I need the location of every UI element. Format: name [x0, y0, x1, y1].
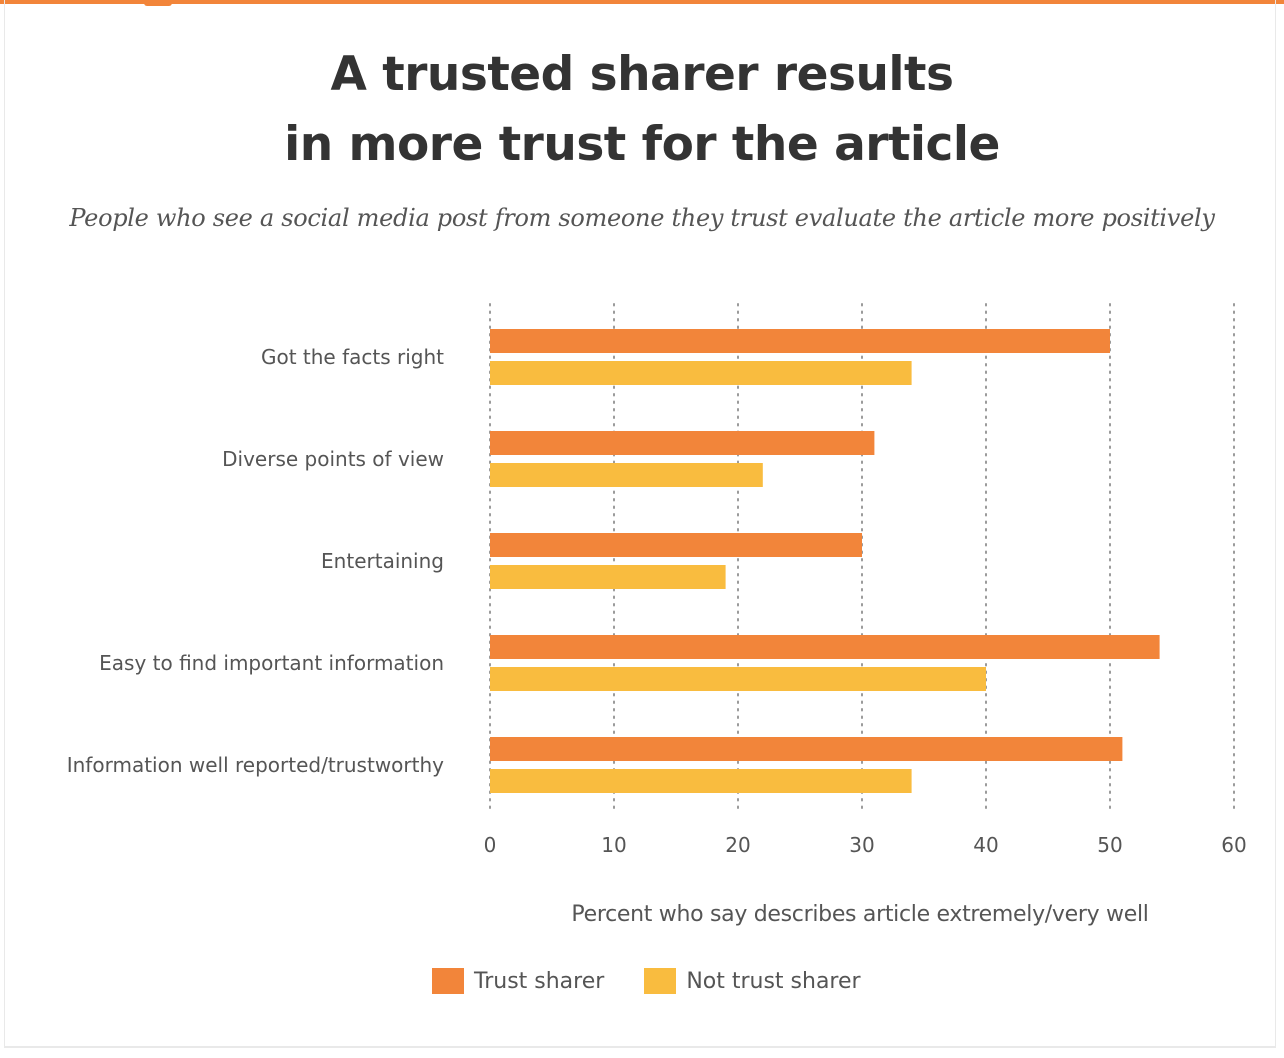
chart-title-line-2: in more trust for the article: [284, 117, 1000, 172]
bar-not-trust-4: [490, 769, 912, 793]
legend: Trust sharer Not trust sharer: [432, 966, 901, 996]
bar-trust-0: [490, 329, 1110, 353]
chart-title: A trusted sharer results in more trust f…: [0, 40, 1284, 180]
top-accent-notch: [144, 0, 172, 6]
top-accent-rule: [0, 0, 1284, 4]
bar-not-trust-0: [490, 361, 912, 385]
legend-swatch-not-trust-sharer: [644, 968, 677, 994]
category-label-1: Diverse points of view: [222, 447, 444, 471]
chart-subtitle: People who see a social media post from …: [69, 204, 1215, 232]
category-label-3: Easy to find important information: [99, 651, 444, 675]
legend-swatch-trust-sharer: [432, 968, 464, 994]
category-label-4: Information well reported/trustworthy: [67, 753, 444, 777]
bar-trust-3: [490, 635, 1160, 659]
chart-frame: [4, 0, 1276, 1048]
x-tick-label-20: 20: [725, 833, 750, 857]
category-label-0: Got the facts right: [261, 345, 444, 369]
legend-label-not-trust-sharer: Not trust sharer: [686, 968, 861, 994]
x-tick-label-0: 0: [484, 833, 497, 857]
x-tick-label-30: 30: [849, 833, 874, 857]
x-tick-label-60: 60: [1221, 833, 1246, 857]
bar-trust-1: [490, 431, 875, 455]
bar-not-trust-3: [490, 667, 986, 691]
x-tick-label-40: 40: [973, 833, 998, 857]
bar-trust-2: [490, 533, 862, 557]
chart-title-line-1: A trusted sharer results: [330, 47, 954, 102]
x-tick-label-50: 50: [1097, 833, 1122, 857]
bar-not-trust-2: [490, 565, 726, 589]
legend-item-not-trust-sharer: Not trust sharer: [644, 968, 861, 994]
legend-item-trust-sharer: Trust sharer: [432, 968, 604, 994]
category-label-2: Entertaining: [321, 549, 444, 573]
bar-trust-4: [490, 737, 1123, 761]
bar-not-trust-1: [490, 463, 763, 487]
x-axis-label: Percent who say describes article extrem…: [571, 902, 1149, 927]
x-tick-label-10: 10: [601, 833, 626, 857]
legend-label-trust-sharer: Trust sharer: [474, 968, 605, 994]
